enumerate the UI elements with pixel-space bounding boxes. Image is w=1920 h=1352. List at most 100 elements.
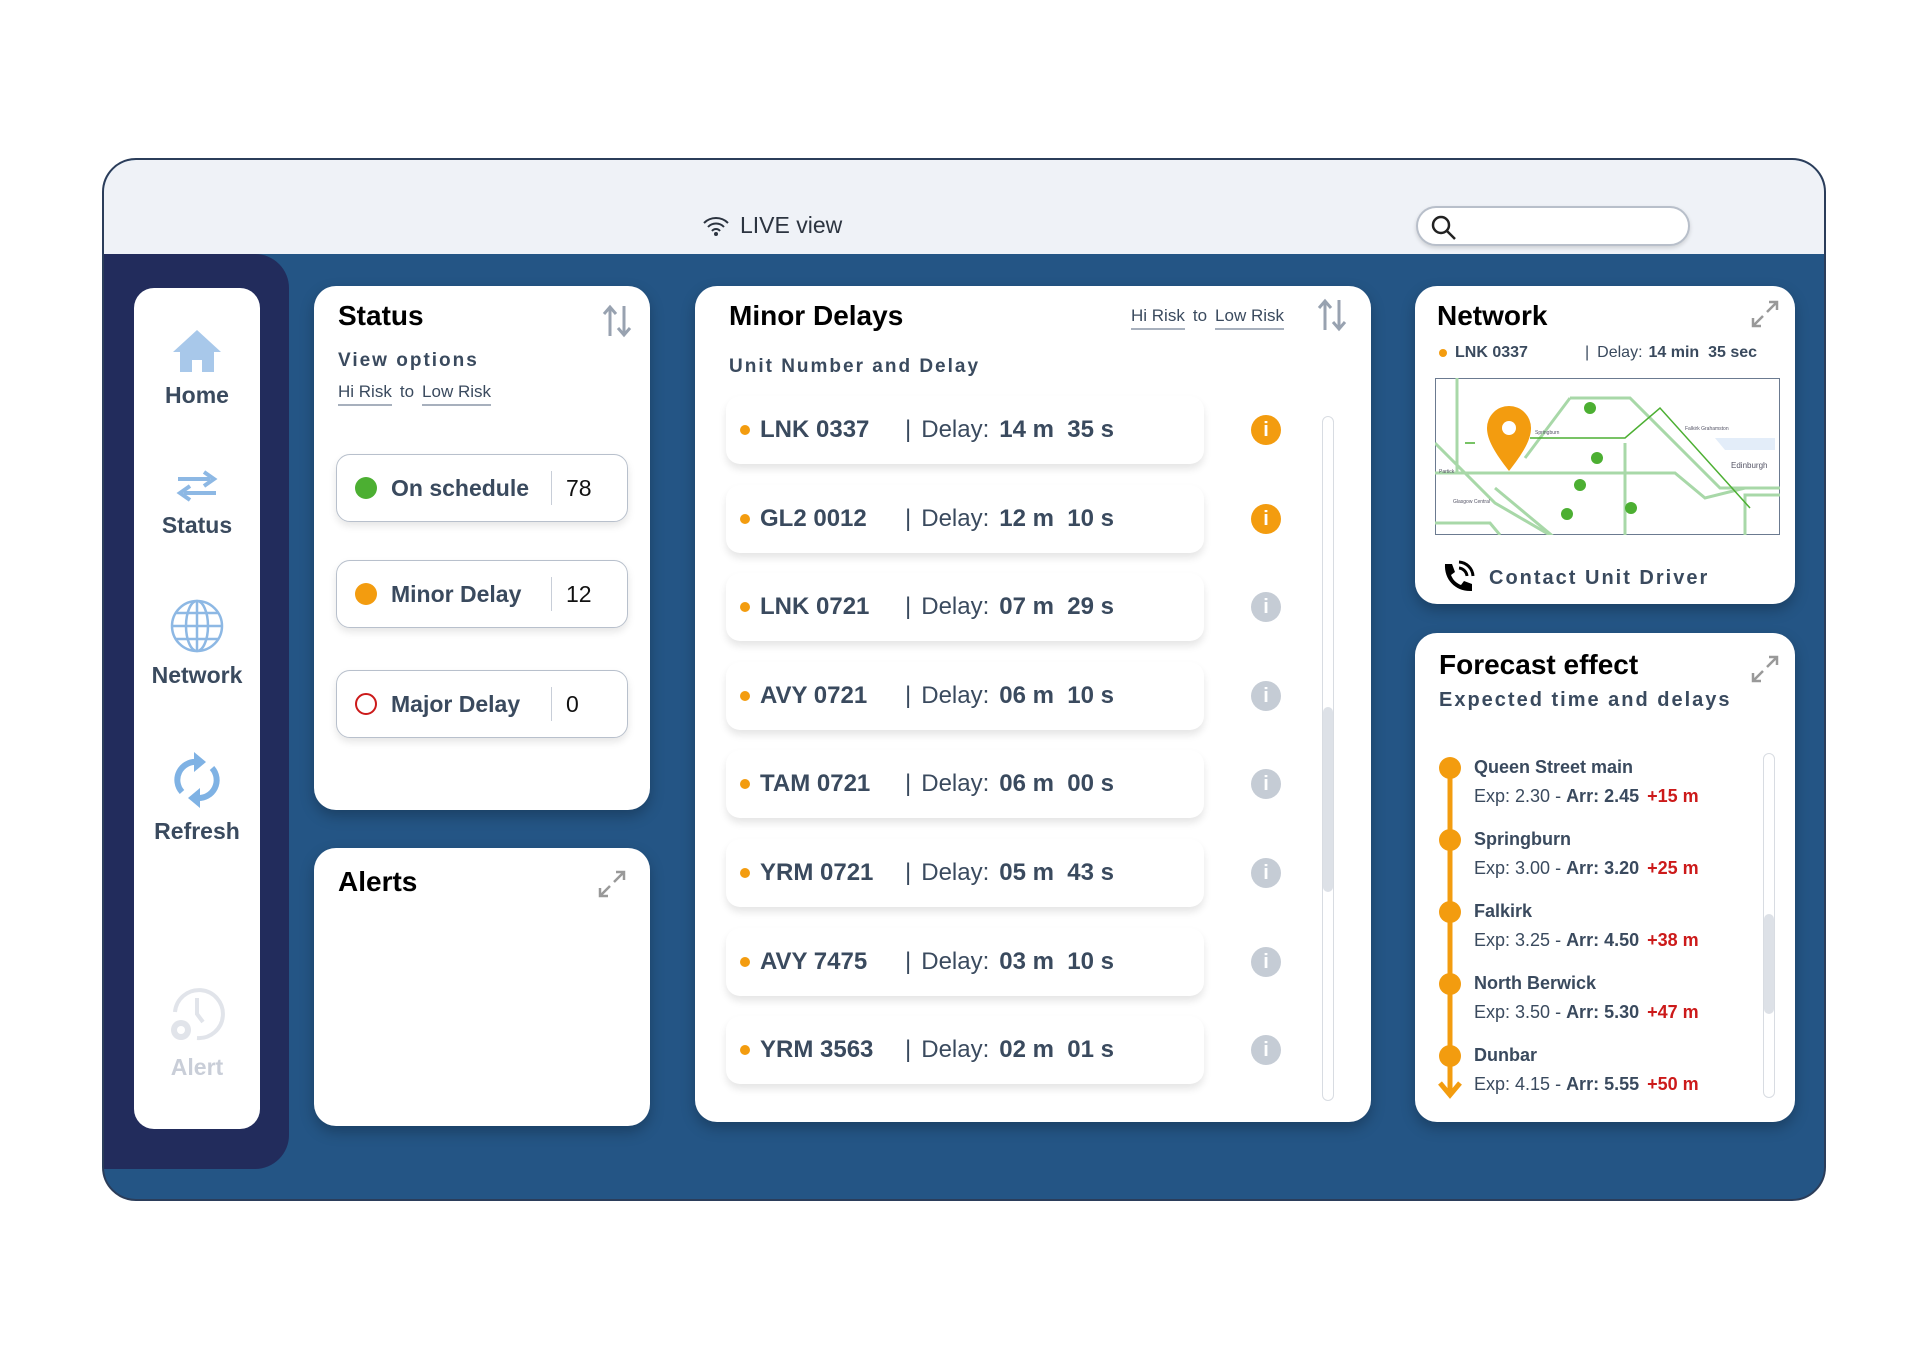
sidebar-item-network[interactable]: Network [134,598,260,689]
stop-name: North Berwick [1474,973,1597,993]
separator: | [905,947,912,975]
forecast-stop[interactable]: Queen Street main Exp: 2.30 - Arr: 2.45 +… [1474,757,1699,806]
status-minor-delay[interactable]: Minor Delay 12 [336,560,628,628]
arrival-time: Arr: 5.30 [1566,1002,1640,1022]
sort-icon[interactable] [602,304,632,338]
separator: | [905,859,912,886]
info-icon[interactable]: i [1251,769,1281,800]
risk-end[interactable]: Low Risk [422,382,491,406]
live-view-indicator: LIVE view [702,212,842,239]
expand-icon[interactable] [598,870,626,898]
delay-list-item[interactable]: TAM 0721 | Delay: 06 m 00 s [726,750,1204,819]
sidebar: Home Status Network Refresh Alert [134,288,260,1129]
sidebar-item-alert[interactable]: Alert [134,982,260,1081]
delay-value: 05 m 43 s [999,859,1115,886]
scrollbar-thumb[interactable] [1323,707,1333,892]
search-input[interactable] [1416,206,1690,246]
orange-dot-icon [740,956,750,967]
arrival-time: Arr: 4.50 [1566,930,1640,950]
separator: | [1585,344,1590,361]
timeline-stop-dot [1439,901,1461,923]
delay-label: Delay: [921,416,990,443]
info-icon[interactable]: i [1251,1035,1281,1066]
contact-label: Contact Unit Driver [1489,566,1710,589]
delay-value: 06 m 00 s [999,770,1115,798]
contact-driver-button[interactable]: Contact Unit Driver [1439,560,1709,596]
scrollbar[interactable] [1322,416,1334,1101]
live-view-label: LIVE view [740,212,843,238]
stop-name: Falkirk [1474,901,1533,921]
map-label: Falkirk Grahamston [1685,426,1729,432]
scrollbar[interactable] [1763,753,1775,1098]
sidebar-item-home[interactable]: Home [134,328,260,409]
orange-dot-icon [740,425,750,435]
risk-from[interactable]: Hi Risk [338,382,392,406]
expand-icon[interactable] [1751,300,1779,328]
orange-dot-icon [740,868,750,878]
delay-list-item[interactable]: YRM 3563 | Delay: 02 m 01 s [726,1016,1204,1085]
map-label: Edinburgh [1731,461,1767,470]
risk-end[interactable]: Low Risk [1215,306,1284,330]
unit-number: TAM 0721 [760,770,871,798]
sidebar-item-label: Home [165,382,229,408]
risk-from[interactable]: Hi Risk [1131,306,1185,330]
delay-list-item[interactable]: LNK 0337 | Delay: 14 m 35 s [726,396,1204,464]
delay-value: 14 m 35 s [999,416,1115,443]
info-icon[interactable]: i [1251,592,1281,623]
network-card: Network LNK 0337 | Delay: 14 min 35 sec … [1415,286,1795,604]
network-map[interactable]: Springburn Partick Glasgow Central Falkirk … [1435,378,1780,535]
map-label: Glasgow Central [1453,499,1490,505]
forecast-stop[interactable]: Springburn Exp: 3.00 - Arr: 3.20 +25 m [1474,829,1699,878]
separator: | [905,504,912,532]
forecast-stop[interactable]: North Berwick Exp: 3.50 - Arr: 5.30 +47 m [1474,973,1699,1022]
timeline-line [1438,758,1462,1099]
card-title: Forecast effect [1439,649,1639,680]
delay-list-item[interactable]: AVY 7475 | Delay: 03 m 10 s [726,927,1204,996]
forecast-card: Forecast effect Expected time and delays… [1415,633,1795,1122]
delay-list-item[interactable]: YRM 0721 | Delay: 05 m 43 s [726,839,1204,907]
sidebar-item-status[interactable]: Status [134,468,260,539]
search-icon [1431,215,1456,240]
arrival-time: Arr: 5.55 [1566,1074,1640,1094]
sidebar-item-label: Alert [170,1054,224,1080]
status-count: 12 [551,577,592,611]
unit-number: GL2 0012 [760,504,867,532]
forecast-stop[interactable]: Falkirk Exp: 3.25 - Arr: 4.50 +38 m [1474,901,1699,950]
delay-list-item[interactable]: AVY 0721 | Delay: 06 m 10 s [726,661,1204,730]
status-major-delay[interactable]: Major Delay 0 [336,670,628,738]
delay-delta: +50 m [1647,1074,1699,1094]
delay-delta: +15 m [1647,786,1699,806]
card-title: Status [338,300,424,331]
info-icon[interactable]: i [1251,503,1281,534]
orange-dot-icon [740,690,750,701]
alert-history-icon [171,988,225,1041]
red-ring-icon [355,693,377,715]
delay-list-item[interactable]: LNK 0721 | Delay: 07 m 29 s [726,573,1204,642]
info-icon[interactable]: i [1251,946,1281,977]
info-icon[interactable]: i [1251,680,1281,711]
top-bar: LIVE view [104,160,1824,254]
delay-label: Delay: [921,1036,990,1064]
forecast-stop[interactable]: Dunbar Exp: 4.15 - Arr: 5.55 +50 m [1474,1045,1699,1094]
delay-list-item[interactable]: GL2 0012 | Delay: 12 m 10 s [726,484,1204,553]
sidebar-item-refresh[interactable]: Refresh [134,750,260,845]
status-label: Major Delay [391,690,521,717]
expand-icon[interactable] [1751,655,1779,683]
swap-arrows-icon [176,470,218,502]
info-icon[interactable]: i [1251,858,1281,888]
unit-number: LNK 0337 [760,416,870,443]
network-unit-row: LNK 0337 | Delay: 14 min 35 sec [1439,344,1779,362]
unit-number: LNK 0337 [1455,344,1528,361]
scrollbar-thumb[interactable] [1764,914,1774,1014]
risk-sort-link[interactable]: Hi Risk to Low Risk [338,382,491,406]
risk-to: to [1192,306,1208,325]
stop-name: Queen Street main [1474,757,1634,777]
separator: | [905,1036,912,1064]
status-on-schedule[interactable]: On schedule 78 [336,454,628,522]
separator: | [905,593,912,621]
sort-icon[interactable] [1317,298,1347,332]
delay-delta: +25 m [1647,858,1699,878]
timeline-stop-dot [1439,973,1461,995]
info-icon[interactable]: i [1251,415,1281,445]
risk-sort-link[interactable]: Hi Risk to Low Risk [1131,306,1284,330]
